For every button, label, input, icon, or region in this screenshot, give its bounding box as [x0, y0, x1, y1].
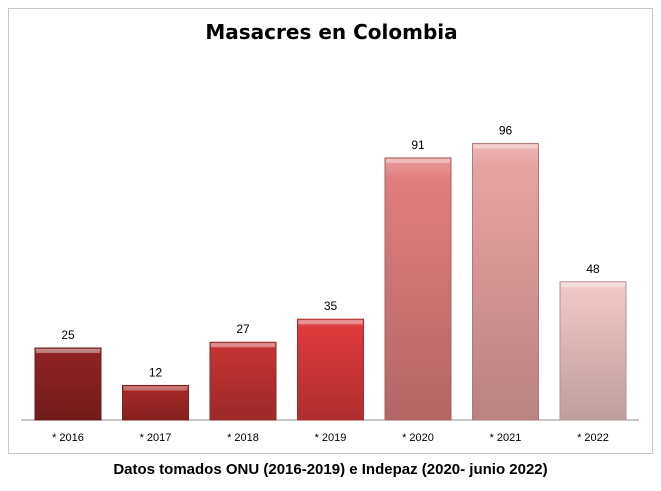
bar-highlight-3 [298, 320, 363, 325]
x-tick-label-4: * 2020 [402, 432, 434, 444]
bar-5 [472, 143, 539, 421]
bar-6 [559, 281, 627, 421]
x-tick-label-6: * 2022 [577, 432, 609, 444]
x-tick-label-1: * 2017 [140, 432, 172, 444]
chart-frame: Masacres en Colombia 25 * 2016 12 * 2017 27 *… [8, 8, 653, 454]
bar-2 [209, 341, 277, 421]
x-tick-label-0: * 2016 [52, 432, 84, 444]
bar-highlight-5 [473, 144, 538, 149]
data-label-3: 35 [324, 299, 338, 313]
bar-highlight-6 [561, 282, 625, 287]
data-label-4: 91 [411, 138, 425, 152]
bar-0 [34, 347, 102, 421]
source-note: Datos tomados ONU (2016-2019) e Indepaz … [113, 461, 548, 478]
bar-highlight-1 [123, 386, 188, 391]
data-label-0: 25 [61, 328, 75, 342]
data-label-1: 12 [149, 365, 163, 379]
data-label-6: 48 [586, 262, 600, 276]
bar-1 [122, 384, 189, 421]
bar-highlight-2 [211, 343, 275, 348]
bar-highlight-4 [386, 158, 450, 163]
data-label-2: 27 [236, 322, 250, 336]
data-label-5: 96 [499, 124, 513, 138]
bar-4 [384, 157, 452, 421]
chart-title: Masacres en Colombia [205, 20, 458, 44]
bar-3 [297, 318, 364, 421]
bar-chart: 25 * 2016 12 * 2017 27 * 2018 35 * 2019 91 * 2020… [21, 124, 639, 444]
x-tick-label-3: * 2019 [315, 432, 347, 444]
bars-layer: 25 * 2016 12 * 2017 27 * 2018 35 * 2019 91 * 2020… [34, 124, 627, 444]
x-tick-label-2: * 2018 [227, 432, 259, 444]
bar-highlight-0 [36, 349, 100, 353]
x-tick-label-5: * 2021 [490, 432, 522, 444]
